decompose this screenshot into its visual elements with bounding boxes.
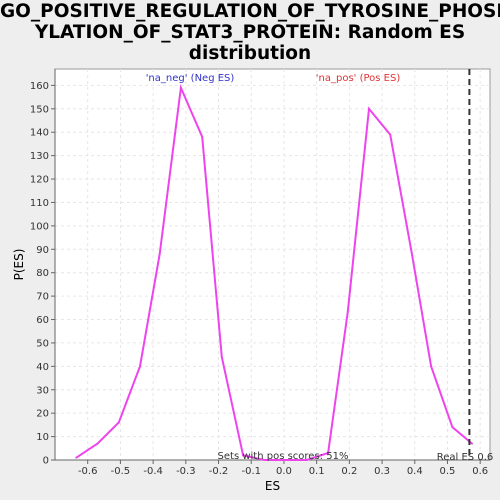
data-point — [451, 426, 454, 429]
y-tick-label: 60 — [36, 315, 49, 326]
x-tick-label: 0.1 — [309, 466, 325, 477]
x-tick-label: -0.6 — [78, 466, 98, 477]
data-point — [389, 133, 392, 136]
x-tick-label: 0.5 — [440, 466, 456, 477]
chart-title-line-1: GO_POSITIVE_REGULATION_OF_TYROSINE_PHOSP… — [0, 1, 500, 22]
y-tick-label: 120 — [30, 175, 49, 186]
es-distribution-line — [75, 83, 473, 461]
data-point — [367, 107, 370, 110]
data-point — [96, 442, 99, 445]
y-tick-label: 80 — [36, 268, 49, 279]
y-tick-label: 40 — [36, 362, 49, 373]
x-tick-label: 0.0 — [276, 466, 292, 477]
x-axis: -0.6 -0.5 -0.4 -0.3 -0.2 -0.1 0.0 0.1 0.2 0.3 0.4 0… — [55, 459, 490, 477]
x-tick-label: -0.4 — [143, 466, 163, 477]
real-es-label: Real ES 0.6 — [437, 452, 493, 463]
data-points — [75, 86, 474, 461]
chart-title-line-3: distribution — [188, 43, 312, 64]
pos-es-label: 'na_pos' (Pos ES) — [316, 73, 401, 84]
y-axis-label: P(ES) — [12, 249, 26, 281]
data-point — [471, 442, 474, 445]
data-point — [201, 135, 204, 138]
y-tick-label: 20 — [36, 409, 49, 420]
data-point — [158, 252, 161, 255]
data-point — [263, 459, 266, 461]
pos-scores-text: Sets with pos scores: 51% — [218, 451, 349, 462]
y-tick-label: 90 — [36, 245, 49, 256]
y-tick-label: 150 — [30, 104, 49, 115]
data-point — [346, 311, 349, 314]
x-tick-label: 0.6 — [472, 466, 488, 477]
x-tick-label: -0.3 — [176, 466, 196, 477]
plot-area — [54, 68, 491, 461]
data-point — [305, 459, 308, 461]
y-axis: 0 10 20 30 40 50 60 70 80 90 100 110 120 130 140 150 160 — [30, 69, 56, 467]
data-point — [179, 86, 182, 89]
x-tick-label: 0.3 — [374, 466, 390, 477]
chart-title-line-2: YLATION_OF_STAT3_PROTEIN: Random ES — [34, 22, 466, 43]
data-point — [410, 250, 413, 253]
y-tick-label: 130 — [30, 151, 49, 162]
y-tick-label: 50 — [36, 338, 49, 349]
data-point — [75, 456, 78, 459]
x-tick-label: 0.4 — [407, 466, 423, 477]
x-tick-label: 0.2 — [341, 466, 357, 477]
data-point — [139, 365, 142, 368]
y-tick-label: 70 — [36, 292, 49, 303]
x-tick-label: -0.1 — [241, 466, 261, 477]
chart-title: GO_POSITIVE_REGULATION_OF_TYROSINE_PHOSP… — [0, 1, 500, 64]
y-tick-label: 0 — [43, 456, 49, 467]
data-point — [284, 459, 287, 461]
y-tick-label: 100 — [30, 221, 49, 232]
data-point — [430, 365, 433, 368]
x-tick-label: -0.2 — [209, 466, 229, 477]
x-tick-label: -0.5 — [111, 466, 131, 477]
y-tick-label: 140 — [30, 128, 49, 139]
data-point — [327, 451, 330, 454]
y-tick-label: 10 — [36, 432, 49, 443]
data-point — [117, 421, 120, 424]
y-tick-label: 160 — [30, 81, 49, 92]
data-point — [220, 355, 223, 358]
x-axis-label: ES — [265, 479, 280, 493]
y-tick-label: 30 — [36, 385, 49, 396]
neg-es-label: 'na_neg' (Neg ES) — [146, 73, 235, 84]
data-point — [242, 454, 245, 457]
y-tick-label: 110 — [30, 198, 49, 209]
